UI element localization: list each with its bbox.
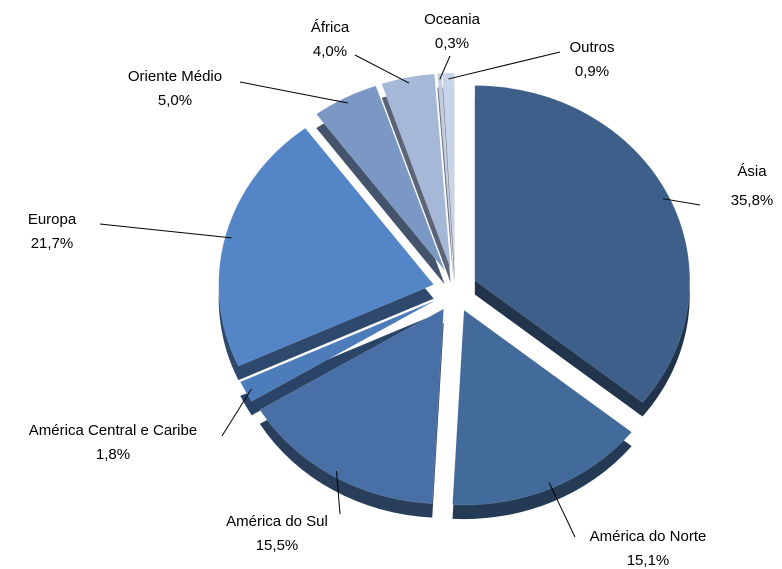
slice-label: América Central e Caribe bbox=[29, 422, 197, 439]
slice-value-label: 15,1% bbox=[627, 552, 670, 569]
leader-line bbox=[239, 81, 348, 104]
slice-value-label: 4,0% bbox=[313, 43, 347, 60]
slice-label: Oceania bbox=[424, 11, 481, 28]
slice-label: Ásia bbox=[737, 163, 767, 180]
slice bbox=[474, 85, 691, 403]
slice-value-label: 15,5% bbox=[256, 537, 299, 554]
slice-value-label: 0,9% bbox=[575, 63, 609, 80]
leader-line bbox=[221, 388, 252, 437]
slice-value-label: 1,8% bbox=[96, 446, 130, 463]
slice-label: Oriente Médio bbox=[128, 68, 222, 85]
slice bbox=[259, 308, 444, 504]
slice bbox=[437, 73, 454, 269]
leader-line bbox=[336, 471, 341, 515]
slice-value-label: 5,0% bbox=[158, 92, 192, 109]
leader-line bbox=[99, 223, 232, 239]
leader-line bbox=[548, 482, 576, 538]
slice-label: América do Sul bbox=[226, 513, 328, 530]
slice-side bbox=[437, 87, 454, 283]
slice-value-label: 35,8% bbox=[731, 192, 774, 209]
leader-line bbox=[439, 55, 451, 80]
slice-value-label: 0,3% bbox=[435, 35, 469, 52]
slice-label: Outros bbox=[569, 39, 614, 56]
slice-label: América do Norte bbox=[590, 528, 707, 545]
slice bbox=[218, 127, 435, 367]
slice bbox=[315, 85, 446, 271]
slice bbox=[381, 73, 451, 269]
leader-line bbox=[448, 51, 561, 80]
leader-line bbox=[662, 198, 701, 206]
slice-side bbox=[240, 314, 436, 416]
slice bbox=[239, 300, 436, 402]
slice-value-label: 21,7% bbox=[31, 235, 74, 252]
slice-label: África bbox=[311, 19, 350, 36]
leader-line bbox=[354, 54, 410, 84]
slice-label: Europa bbox=[28, 211, 77, 228]
